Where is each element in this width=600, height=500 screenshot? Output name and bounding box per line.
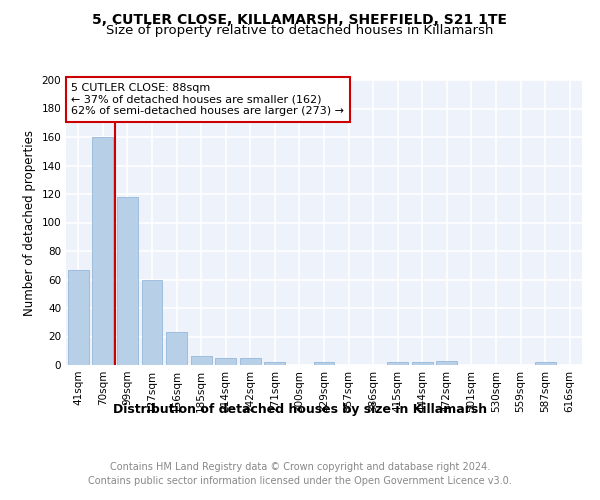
- Bar: [314, 362, 334, 365]
- Bar: [240, 358, 261, 365]
- Bar: [387, 362, 408, 365]
- Bar: [535, 362, 556, 365]
- Bar: [215, 358, 236, 365]
- Bar: [436, 360, 457, 365]
- Bar: [117, 197, 138, 365]
- Bar: [166, 332, 187, 365]
- Bar: [265, 362, 286, 365]
- Text: Contains HM Land Registry data © Crown copyright and database right 2024.: Contains HM Land Registry data © Crown c…: [110, 462, 490, 472]
- Text: Contains public sector information licensed under the Open Government Licence v3: Contains public sector information licen…: [88, 476, 512, 486]
- Text: Size of property relative to detached houses in Killamarsh: Size of property relative to detached ho…: [106, 24, 494, 37]
- Bar: [412, 362, 433, 365]
- Bar: [191, 356, 212, 365]
- Bar: [92, 137, 113, 365]
- Bar: [68, 270, 89, 365]
- Text: 5 CUTLER CLOSE: 88sqm
← 37% of detached houses are smaller (162)
62% of semi-det: 5 CUTLER CLOSE: 88sqm ← 37% of detached …: [71, 83, 344, 116]
- Text: 5, CUTLER CLOSE, KILLAMARSH, SHEFFIELD, S21 1TE: 5, CUTLER CLOSE, KILLAMARSH, SHEFFIELD, …: [92, 12, 508, 26]
- Text: Distribution of detached houses by size in Killamarsh: Distribution of detached houses by size …: [113, 402, 487, 415]
- Bar: [142, 280, 163, 365]
- Y-axis label: Number of detached properties: Number of detached properties: [23, 130, 36, 316]
